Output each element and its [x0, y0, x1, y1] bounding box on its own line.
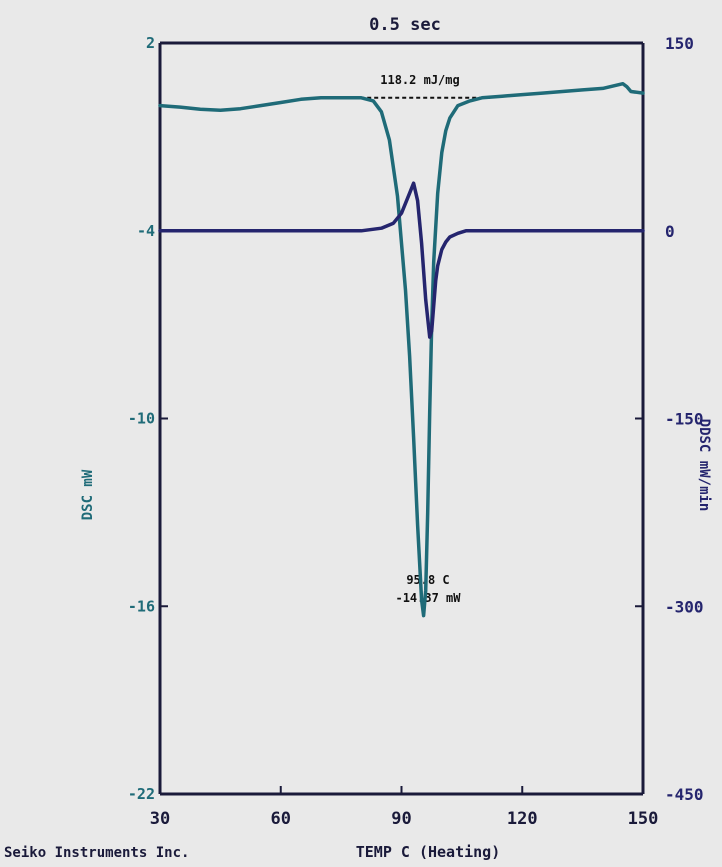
enthalpy-label: 118.2 mJ/mg: [380, 73, 459, 87]
y-left-tick-label: -4: [137, 222, 155, 240]
ddsc-series-line: [158, 181, 645, 339]
y-left-tick-label: -10: [128, 410, 155, 428]
x-axis-label: TEMP C (Heating): [356, 843, 501, 861]
y-right-tick-label: 0: [665, 222, 675, 241]
y-axis-left-label: DSC mW: [80, 469, 96, 520]
x-tick-label: 30: [150, 809, 170, 829]
dsc-series-line: [158, 81, 645, 618]
series-layer: [158, 81, 645, 618]
x-tick-label: 150: [628, 809, 659, 829]
chart-title: 0.5 sec: [369, 15, 441, 35]
company-label: Seiko Instruments Inc.: [4, 845, 189, 861]
peak-temp-label: 95.8 C: [406, 573, 449, 587]
y-left-tick-label: -16: [128, 597, 155, 615]
peak-value-label: -14.37 mW: [395, 591, 461, 605]
y-axis-right-label: DDSC mW/min: [696, 419, 712, 512]
y-right-tick-label: 150: [665, 34, 694, 53]
x-tick-label: 90: [391, 809, 411, 829]
tick-layer: 30 60 90 120 150 2 -4 -10 -16 -22 150 0 -150 -300 -450: [128, 34, 704, 829]
x-tick-label: 60: [271, 809, 291, 829]
y-right-tick-label: -300: [665, 597, 704, 616]
y-left-tick-label: -22: [128, 785, 155, 803]
y-right-tick-label: -150: [665, 410, 704, 429]
x-tick-label: 120: [507, 809, 538, 829]
y-right-tick-label: -450: [665, 785, 704, 804]
y-left-tick-label: 2: [146, 34, 155, 52]
